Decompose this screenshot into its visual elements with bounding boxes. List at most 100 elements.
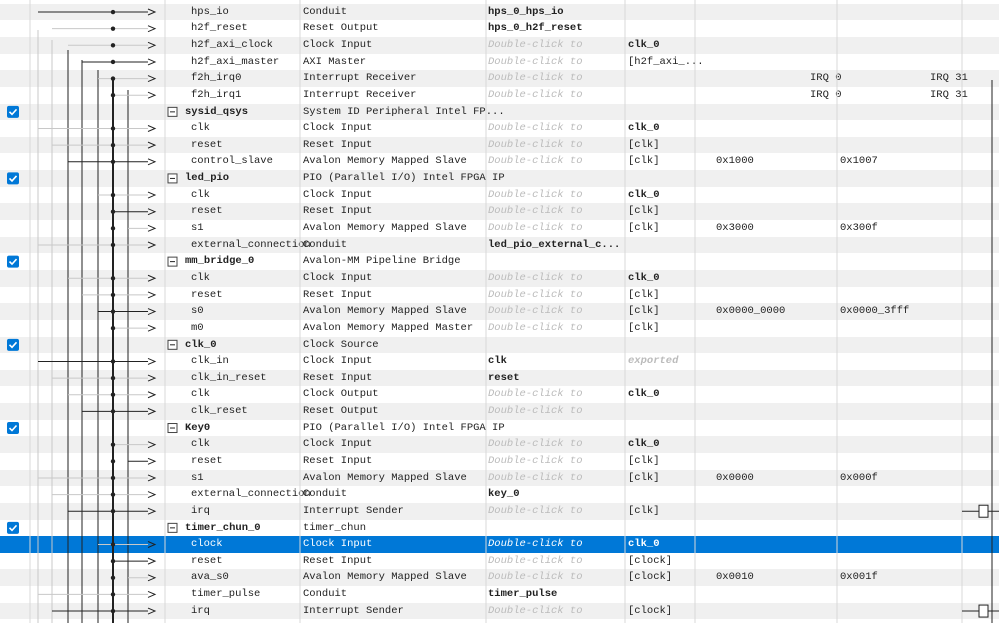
connection-dot[interactable] (110, 558, 116, 564)
interface-row[interactable]: m0 Avalon Memory Mapped Master Double-clic… (0, 319, 999, 337)
connection-dot[interactable] (110, 242, 116, 248)
description: Reset Input (303, 288, 373, 301)
checkmark (8, 424, 18, 432)
name: clk (191, 188, 210, 201)
interface-row[interactable]: f2h_irq0 Interrupt Receiver Double-click t… (0, 70, 999, 87)
connection-dot[interactable] (110, 59, 116, 65)
interface-row[interactable]: h2f_reset Reset Output hps_0_h2f_reset (0, 20, 999, 37)
connection-dot[interactable] (110, 309, 116, 314)
connection-dot[interactable] (110, 475, 116, 481)
name: clk_0 (185, 338, 217, 351)
interface-row[interactable]: h2f_axi_master AXI Master Double-click to [… (0, 53, 999, 71)
connection-dot[interactable] (110, 76, 116, 81)
interface-row[interactable]: reset Reset Input Double-click to [clk] (0, 203, 999, 220)
connection-dot[interactable] (110, 325, 116, 331)
clock: [clk] (628, 471, 660, 484)
checkbox[interactable] (7, 255, 19, 268)
checkbox[interactable] (7, 172, 19, 185)
interface-row[interactable]: clk Clock Input Double-click to clk_0 (0, 436, 999, 453)
export: hps_0_h2f_reset (488, 22, 583, 35)
connection-dot[interactable] (110, 409, 116, 414)
port-arrow (147, 407, 157, 415)
export-hint: Double-click to (488, 271, 583, 284)
interface-row[interactable]: reset Reset Input Double-click to [clk] (0, 136, 999, 154)
connection-dot[interactable] (110, 592, 116, 597)
name: clk_in_reset (191, 371, 267, 384)
clock: clk_0 (628, 271, 660, 284)
interface-row[interactable]: f2h_irq1 Interrupt Receiver Double-click t… (0, 86, 999, 104)
interface-row[interactable]: s0 Avalon Memory Mapped Slave Double-click… (0, 303, 999, 320)
interface-row[interactable]: clk_in Clock Input clk exported (0, 353, 999, 370)
module-row[interactable]: led_pio PIO (Parallel I/O) Intel FPGA IP (0, 170, 999, 187)
interface-row[interactable]: external_connection Conduit led_pio_extern… (0, 236, 999, 254)
name: clock (191, 538, 223, 551)
name: sysid_qsys (185, 105, 249, 118)
checkbox[interactable] (7, 521, 19, 534)
interface-row[interactable]: irq Interrupt Sender Double-click to [clock… (0, 602, 999, 620)
connection-dot[interactable] (110, 292, 116, 298)
connection-dot[interactable] (110, 359, 116, 364)
description: Reset Output (303, 405, 379, 418)
name: h2f_axi_master (191, 55, 280, 68)
connection-dot[interactable] (110, 159, 116, 164)
connection-dot[interactable] (110, 142, 116, 148)
interface-row[interactable]: reset Reset Input Double-click to [clk] (0, 452, 999, 470)
clock: [clk] (628, 305, 660, 318)
connection-dot[interactable] (110, 509, 116, 514)
interface-row[interactable]: timer_pulse Conduit timer_pulse (0, 586, 999, 603)
export: led_pio_external_c... (488, 238, 621, 251)
interface-row[interactable]: clk Clock Output Double-click to clk_0 (0, 386, 999, 404)
export-hint: Double-click to (488, 55, 583, 68)
interface-row[interactable]: clk_in_reset Reset Input reset (0, 369, 999, 387)
interface-row[interactable]: s1 Avalon Memory Mapped Slave Double-click… (0, 220, 999, 237)
interface-row[interactable]: reset Reset Input Double-click to [clk] (0, 286, 999, 304)
connection-dot[interactable] (110, 276, 116, 281)
interface-row[interactable]: h2f_axi_clock Clock Input Double-click to c… (0, 36, 999, 54)
interface-row[interactable]: clk Clock Input Double-click to clk_0 (0, 120, 999, 137)
clock: [clock] (628, 571, 673, 584)
interface-row[interactable]: hps_io Conduit hps_0_hps_io (0, 3, 999, 21)
interface-row[interactable]: ava_s0 Avalon Memory Mapped Slave Double-c… (0, 569, 999, 587)
connection-dot[interactable] (110, 126, 116, 131)
connection-dot[interactable] (110, 9, 116, 15)
connection-dot[interactable] (110, 492, 116, 497)
port-arrow (147, 125, 157, 132)
connection-dot[interactable] (110, 93, 116, 98)
description: Avalon Memory Mapped Slave (303, 571, 467, 584)
interface-row[interactable]: clk Clock Input Double-click to clk_0 (0, 269, 999, 287)
clock: clk_0 (628, 188, 660, 201)
module-row[interactable]: timer_chun_0 timer_chun (0, 519, 999, 537)
connection-dot[interactable] (110, 192, 116, 198)
export-hint: Double-click to (488, 138, 583, 151)
module-row[interactable]: clk_0 Clock Source (0, 336, 999, 354)
interface-row[interactable]: clk Clock Input Double-click to clk_0 (0, 186, 999, 204)
connection-dot[interactable] (110, 392, 116, 397)
connection-dot[interactable] (110, 375, 116, 381)
connection-dot[interactable] (110, 442, 116, 447)
connection-dot[interactable] (110, 43, 116, 48)
module-row[interactable]: mm_bridge_0 Avalon-MM Pipeline Bridge (0, 253, 999, 270)
interface-row[interactable]: reset Reset Input Double-click to [clock] (0, 552, 999, 570)
interface-row[interactable]: clock Clock Input Double-click to clk_0 (0, 536, 999, 553)
checkbox[interactable] (7, 105, 19, 118)
module-row[interactable]: Key0 PIO (Parallel I/O) Intel FPGA IP (0, 419, 999, 437)
module-row[interactable]: sysid_qsys System ID Peripheral Intel FP.… (0, 103, 999, 121)
connection-dot[interactable] (110, 226, 116, 231)
connection-dot[interactable] (110, 209, 116, 214)
connection-dot[interactable] (110, 575, 116, 580)
connection-dot[interactable] (110, 542, 116, 547)
name: irq (191, 504, 210, 517)
name: external_connection (191, 488, 311, 501)
connection-dot[interactable] (110, 26, 116, 31)
interface-row[interactable]: s1 Avalon Memory Mapped Slave Double-click… (0, 469, 999, 487)
connection-dot[interactable] (110, 608, 116, 614)
interface-row[interactable]: external_connection Conduit key_0 (0, 486, 999, 503)
checkbox[interactable] (7, 338, 19, 351)
interface-row[interactable]: control_slave Avalon Memory Mapped Slave D… (0, 153, 999, 171)
connection-dot[interactable] (110, 459, 116, 464)
name: reset (191, 454, 223, 467)
interface-row[interactable]: clk_reset Reset Output Double-click to (0, 403, 999, 420)
description: Clock Source (303, 338, 379, 351)
checkbox[interactable] (7, 422, 19, 435)
